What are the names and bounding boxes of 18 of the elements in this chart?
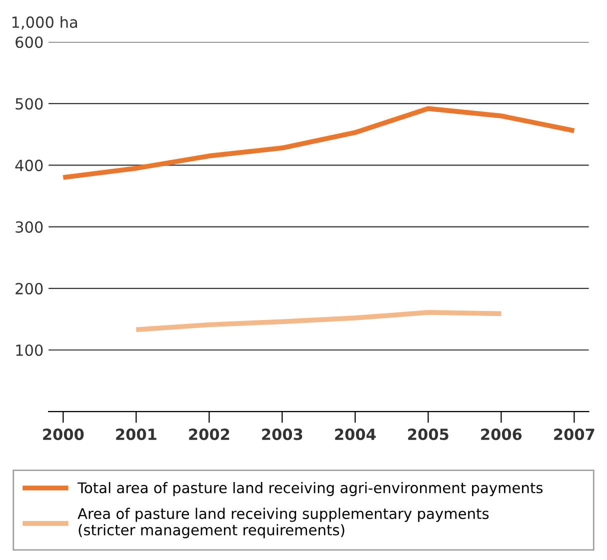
x-tick-label: 2006 [481,428,522,440]
y-tick-label: 200 [16,282,43,294]
y-tick-label: 500 [16,98,43,110]
legend-label: Total area of pasture land receiving agri-environment payments [77,482,543,496]
x-tick-label: 2005 [408,428,448,440]
x-tick-label: 2003 [262,428,302,440]
x-tick-label: 2002 [189,428,230,440]
y-tick-label: 100 [16,344,43,356]
legend-label: Area of pasture land receiving supplementary payments (stricter management requirements) [78,508,489,538]
x-tick-label: 2001 [116,428,156,440]
y-tick-label: 600 [16,36,43,48]
x-tick-label: 2000 [43,428,84,440]
x-tick-label: 2004 [335,428,376,440]
y-axis-title: 1,000 ha [12,16,77,30]
line-series [60,106,577,180]
y-tick-label: 400 [15,160,43,172]
x-tick-label: 2007 [554,428,594,440]
y-tick-label: 300 [16,221,43,233]
